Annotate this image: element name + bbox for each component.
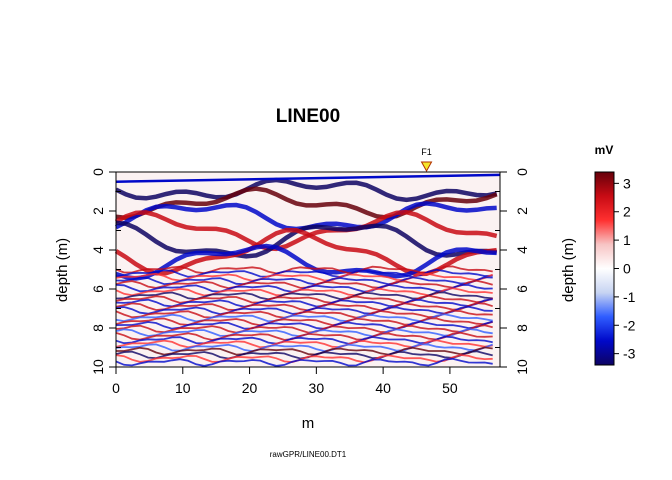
y-tick-label-left: 8 (90, 324, 106, 332)
marker-triangle-icon (420, 161, 433, 173)
y-tick-label-right: 10 (514, 359, 530, 375)
y-axis-label-right: depth (m) (560, 238, 577, 302)
y-tick-label-right: 6 (514, 285, 530, 293)
y-tick-label-left: 6 (90, 285, 106, 293)
x-tick-label: 0 (112, 380, 120, 396)
colorbar-tick-label: -3 (623, 346, 636, 362)
colorbar-tick-label: 1 (623, 232, 631, 248)
marker-f1: F1 (420, 147, 433, 173)
y-tick-label-right: 4 (514, 246, 530, 254)
y-axis-left: 0 2 4 6 8 10 (90, 168, 121, 375)
colorbar-tick-label: -1 (623, 289, 636, 305)
y-tick-label-left: 0 (90, 168, 106, 176)
x-axis: 0 10 20 30 40 50 (112, 366, 458, 396)
x-tick-label: 50 (442, 380, 458, 396)
x-tick-label: 40 (375, 380, 391, 396)
caption: rawGPR/LINE00.DT1 (270, 450, 347, 459)
y-tick-label-left: 4 (90, 246, 106, 254)
colorbar-tick-label: -2 (623, 317, 636, 333)
y-tick-label-left: 10 (90, 359, 106, 375)
y-tick-label-right: 0 (514, 168, 530, 176)
x-tick-label: 30 (309, 380, 325, 396)
y-tick-label-right: 2 (514, 207, 530, 215)
colorbar: mV 3 2 1 0 -1 -2 -3 (594, 143, 636, 366)
x-tick-label: 20 (242, 380, 258, 396)
colorbar-title: mV (595, 143, 614, 157)
colorbar-gradient (594, 171, 615, 366)
chart-title: LINE00 (276, 106, 340, 127)
radargram (114, 171, 501, 368)
y-axis-label-left: depth (m) (54, 238, 71, 302)
colorbar-tick-label: 0 (623, 261, 631, 277)
x-tick-label: 10 (175, 380, 191, 396)
x-axis-label: m (302, 415, 315, 432)
colorbar-tick-label: 3 (623, 175, 631, 191)
y-tick-label-right: 8 (514, 324, 530, 332)
marker-label: F1 (421, 147, 432, 157)
y-axis-right: 0 2 4 6 8 10 (495, 168, 530, 375)
y-tick-label-left: 2 (90, 207, 106, 215)
colorbar-tick-label: 2 (623, 204, 631, 220)
